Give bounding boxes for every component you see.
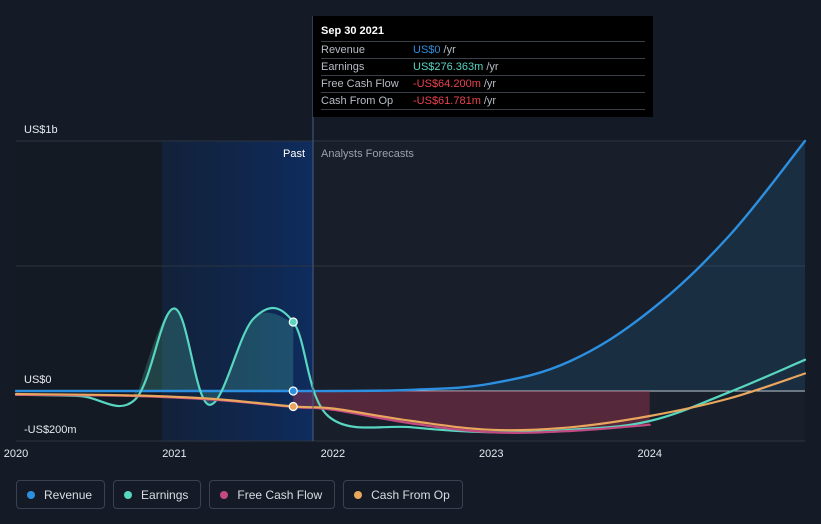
tooltip-label: Earnings	[321, 61, 365, 73]
x-tick-label: 2023	[479, 448, 503, 460]
legend-item-earnings[interactable]: Earnings	[113, 480, 202, 509]
legend-label: Free Cash Flow	[237, 487, 323, 502]
past-region-highlight	[162, 141, 313, 441]
marker-earnings	[288, 317, 298, 327]
legend-dot-icon	[27, 490, 35, 499]
marker-cash-from-op	[288, 401, 298, 412]
tooltip-unit: /yr	[483, 95, 497, 107]
past-label: Past	[283, 148, 305, 160]
tooltip-label: Free Cash Flow	[321, 78, 399, 90]
y-tick-label: US$1b	[24, 124, 58, 136]
x-tick-label: 2020	[4, 448, 28, 460]
legend-label: Cash From Op	[371, 487, 450, 502]
legend-dot-icon	[354, 490, 363, 499]
series-line-revenue	[14, 139, 807, 393]
free-cash-flow-area-fill	[293, 391, 650, 433]
series-line-cash-from-op	[14, 372, 807, 432]
tooltip-value: US$0	[413, 44, 441, 56]
tooltip-row-free-cash-flow: Free Cash Flow -US$64.200m /yr	[321, 76, 645, 93]
legend-item-free-cash-flow[interactable]: Free Cash Flow	[209, 480, 336, 509]
tooltip-label: Cash From Op	[321, 95, 394, 107]
revenue-area-fill	[16, 141, 805, 392]
tooltip-value: -US$64.200m	[413, 78, 481, 90]
y-tick-label: US$0	[24, 374, 52, 386]
x-tick-label: 2022	[321, 448, 345, 460]
tooltip-label: Revenue	[321, 44, 366, 56]
earnings-area-fill	[134, 308, 294, 405]
axis-labels: US$1b US$0 -US$200m 2020 2021 2022 2023 2024	[4, 124, 662, 460]
chart-legend: Revenue Earnings Free Cash Flow Cash Fro…	[16, 480, 463, 509]
tooltip-row-revenue: Revenue US$0 /yr	[321, 42, 645, 59]
y-tick-label: -US$200m	[24, 424, 77, 436]
tooltip-unit: /yr	[486, 61, 499, 73]
series-fills	[16, 141, 805, 433]
legend-label: Earnings	[141, 487, 189, 502]
series-line-earnings	[14, 306, 807, 434]
legend-item-cash-from-op[interactable]: Cash From Op	[343, 480, 463, 509]
tooltip-unit: /yr	[443, 44, 456, 56]
x-tick-label: 2024	[637, 448, 661, 460]
legend-dot-icon	[220, 490, 229, 499]
tooltip-value: -US$61.781m	[413, 95, 481, 107]
legend-item-revenue[interactable]: Revenue	[16, 480, 106, 509]
tooltip-unit: /yr	[483, 78, 497, 90]
series-lines	[14, 139, 807, 434]
tooltip-value: US$276.363m	[413, 61, 484, 73]
marker-revenue	[288, 386, 298, 396]
data-tooltip: Sep 30 2021 Revenue US$0 /yr Earnings US…	[313, 16, 653, 117]
tooltip-row-earnings: Earnings US$276.363m /yr	[321, 59, 645, 76]
tooltip-date: Sep 30 2021	[321, 24, 645, 42]
legend-label: Revenue	[44, 487, 93, 502]
series-markers	[288, 317, 298, 412]
legend-dot-icon	[124, 490, 133, 499]
x-tick-label: 2021	[162, 448, 186, 460]
tooltip-row-cash-from-op: Cash From Op -US$61.781m /yr	[321, 93, 645, 110]
forecast-label: Analysts Forecasts	[321, 148, 414, 160]
